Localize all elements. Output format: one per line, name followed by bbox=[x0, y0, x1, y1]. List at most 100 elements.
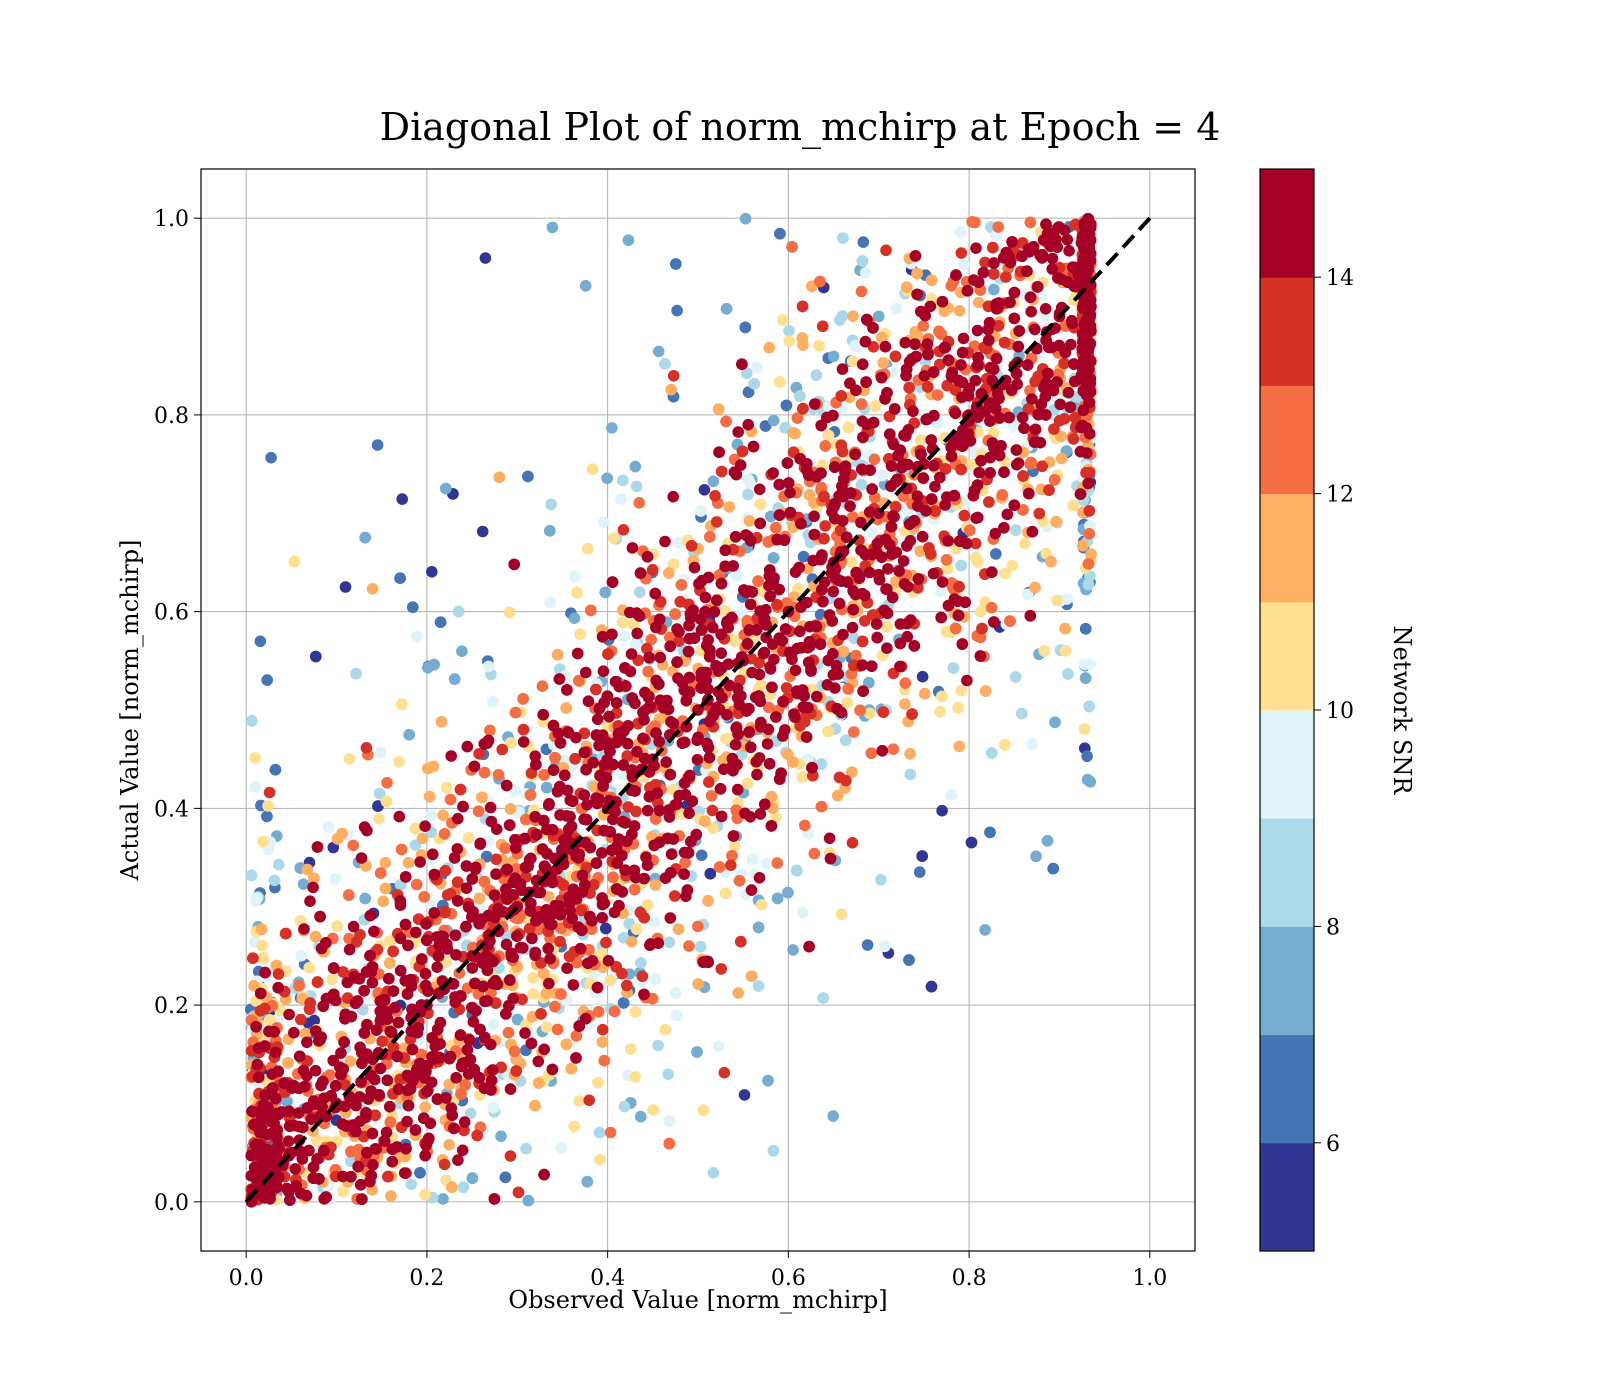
scatter-point bbox=[1079, 672, 1092, 684]
scatter-point bbox=[245, 869, 258, 882]
scatter-point bbox=[999, 567, 1011, 580]
scatter-point bbox=[706, 804, 719, 817]
scatter-point bbox=[988, 616, 1000, 628]
scatter-point bbox=[992, 320, 1005, 332]
scatter-point bbox=[840, 774, 852, 787]
scatter-point bbox=[508, 1045, 521, 1058]
scatter-point bbox=[617, 524, 630, 536]
scatter-point bbox=[496, 743, 509, 756]
scatter-point bbox=[527, 988, 539, 1000]
scatter-point bbox=[799, 819, 811, 832]
scatter-point bbox=[837, 232, 849, 244]
scatter-point bbox=[755, 899, 768, 911]
scatter-point bbox=[787, 756, 799, 768]
scatter-point bbox=[565, 1062, 578, 1075]
scatter-point bbox=[599, 586, 612, 599]
scatter-point bbox=[255, 923, 268, 936]
scatter-point bbox=[917, 472, 930, 484]
scatter-point bbox=[437, 809, 449, 821]
scatter-point bbox=[574, 628, 586, 640]
scatter-point bbox=[725, 859, 737, 871]
scatter-point bbox=[814, 638, 827, 650]
scatter-point bbox=[786, 241, 798, 253]
scatter-point bbox=[455, 1088, 467, 1100]
scatter-point bbox=[719, 544, 732, 557]
scatter-point bbox=[616, 616, 629, 629]
scatter-point bbox=[803, 489, 816, 501]
scatter-point bbox=[369, 1109, 382, 1122]
scatter-point bbox=[984, 826, 996, 839]
scatter-point bbox=[1021, 265, 1033, 278]
scatter-point bbox=[846, 355, 859, 368]
scatter-point bbox=[617, 474, 629, 487]
scatter-point bbox=[1077, 539, 1089, 552]
scatter-point bbox=[1008, 286, 1021, 299]
scatter-point bbox=[913, 866, 926, 878]
scatter-point bbox=[936, 804, 948, 817]
scatter-point bbox=[385, 1190, 397, 1202]
scatter-point bbox=[597, 516, 610, 528]
scatter-point bbox=[966, 216, 978, 228]
scatter-point bbox=[939, 463, 952, 475]
scatter-point bbox=[855, 478, 868, 491]
scatter-point bbox=[648, 916, 661, 929]
scatter-point bbox=[500, 779, 513, 792]
scatter-point bbox=[499, 1171, 512, 1184]
scatter-point bbox=[911, 490, 924, 503]
scatter-point bbox=[670, 258, 682, 270]
scatter-point bbox=[567, 979, 580, 991]
scatter-point bbox=[377, 895, 390, 908]
scatter-point bbox=[653, 735, 665, 748]
scatter-point bbox=[976, 622, 988, 635]
scatter-point bbox=[765, 510, 777, 523]
scatter-point bbox=[272, 858, 285, 871]
scatter-point bbox=[364, 949, 376, 962]
scatter-point bbox=[753, 483, 766, 496]
scatter-point bbox=[415, 1048, 428, 1061]
scatter-point bbox=[664, 912, 677, 924]
scatter-point bbox=[624, 665, 637, 678]
scatter-point bbox=[355, 852, 368, 864]
scatter-point bbox=[736, 605, 749, 617]
scatter-point bbox=[373, 813, 385, 825]
scatter-point bbox=[945, 788, 958, 801]
scatter-point bbox=[418, 891, 431, 903]
scatter-point bbox=[904, 768, 917, 781]
scatter-point bbox=[279, 927, 292, 940]
scatter-point bbox=[628, 883, 641, 896]
scatter-point bbox=[568, 612, 581, 624]
scatter-point bbox=[810, 369, 823, 381]
scatter-point bbox=[837, 645, 850, 658]
scatter-point bbox=[696, 574, 708, 587]
scatter-point bbox=[669, 608, 681, 620]
scatter-point bbox=[797, 402, 809, 415]
scatter-point bbox=[849, 339, 862, 352]
scatter-point bbox=[945, 280, 958, 292]
scatter-point bbox=[1038, 645, 1051, 657]
scatter-point bbox=[663, 936, 676, 949]
scatter-point bbox=[395, 843, 408, 856]
scatter-point bbox=[921, 381, 934, 393]
scatter-point bbox=[586, 463, 599, 476]
scatter-point bbox=[704, 531, 716, 543]
scatter-point bbox=[974, 606, 987, 618]
scatter-point bbox=[847, 310, 859, 323]
scatter-point bbox=[728, 635, 741, 648]
scatter-point bbox=[282, 1057, 294, 1069]
scatter-point bbox=[504, 803, 517, 815]
scatter-point bbox=[1019, 537, 1031, 550]
scatter-point bbox=[855, 398, 868, 410]
scatter-point bbox=[720, 415, 732, 428]
scatter-point bbox=[953, 305, 966, 317]
scatter-point bbox=[339, 1079, 352, 1091]
scatter-point bbox=[890, 576, 902, 588]
scatter-point bbox=[476, 525, 489, 538]
scatter-point bbox=[269, 763, 282, 776]
scatter-point bbox=[446, 1181, 458, 1193]
scatter-point bbox=[652, 345, 665, 358]
scatter-point bbox=[435, 716, 448, 728]
scatter-point bbox=[741, 777, 754, 790]
scatter-point bbox=[909, 250, 922, 262]
scatter-point bbox=[836, 363, 849, 375]
scatter-point bbox=[784, 486, 796, 499]
